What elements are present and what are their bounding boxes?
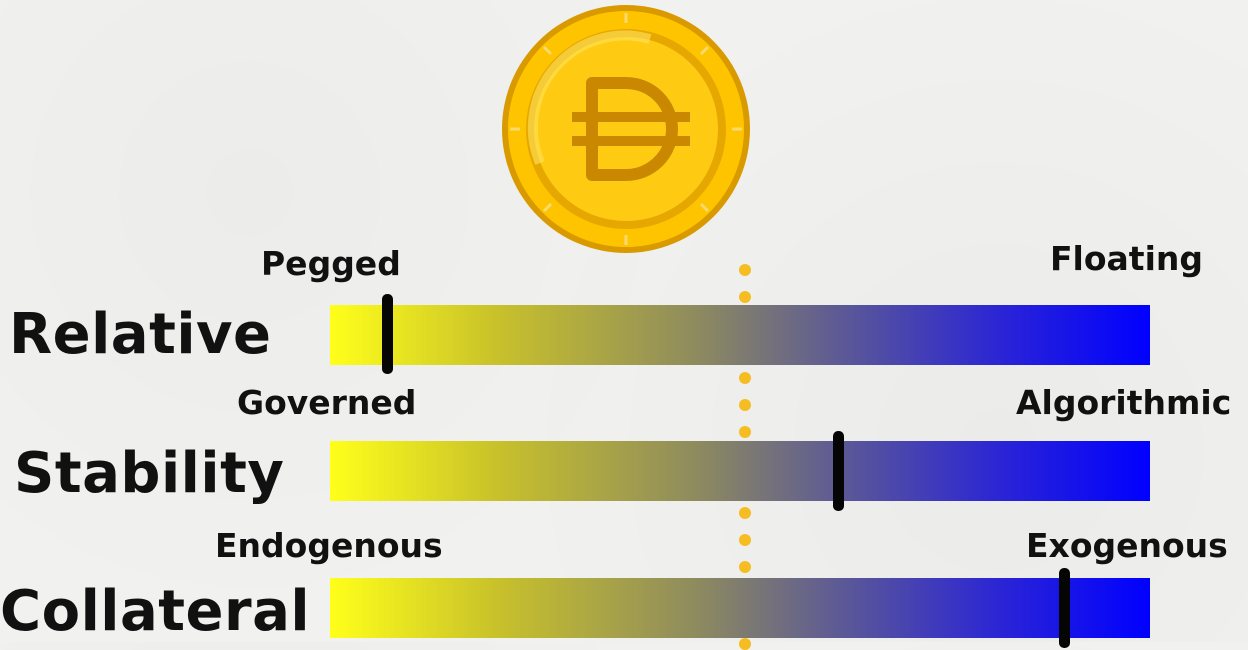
scale-left-label: Pegged	[261, 244, 401, 283]
scale-title: Collateral	[0, 579, 311, 644]
scale-right-label: Algorithmic	[1016, 383, 1232, 422]
scale-right-label: Floating	[1050, 239, 1203, 278]
scale-gradient-bar	[330, 305, 1150, 365]
scale-title: Stability	[14, 441, 285, 506]
scale-left-label: Endogenous	[215, 526, 443, 565]
scale-marker	[833, 431, 845, 511]
scale-title: Relative	[9, 302, 272, 367]
scale-gradient-bar	[330, 578, 1150, 638]
scale-marker	[382, 294, 394, 374]
scale-gradient-bar	[330, 441, 1150, 501]
scale-marker	[1058, 568, 1070, 648]
scale-left-label: Governed	[237, 383, 417, 422]
dai-coin-icon	[502, 5, 750, 253]
scale-right-label: Exogenous	[1026, 526, 1228, 565]
